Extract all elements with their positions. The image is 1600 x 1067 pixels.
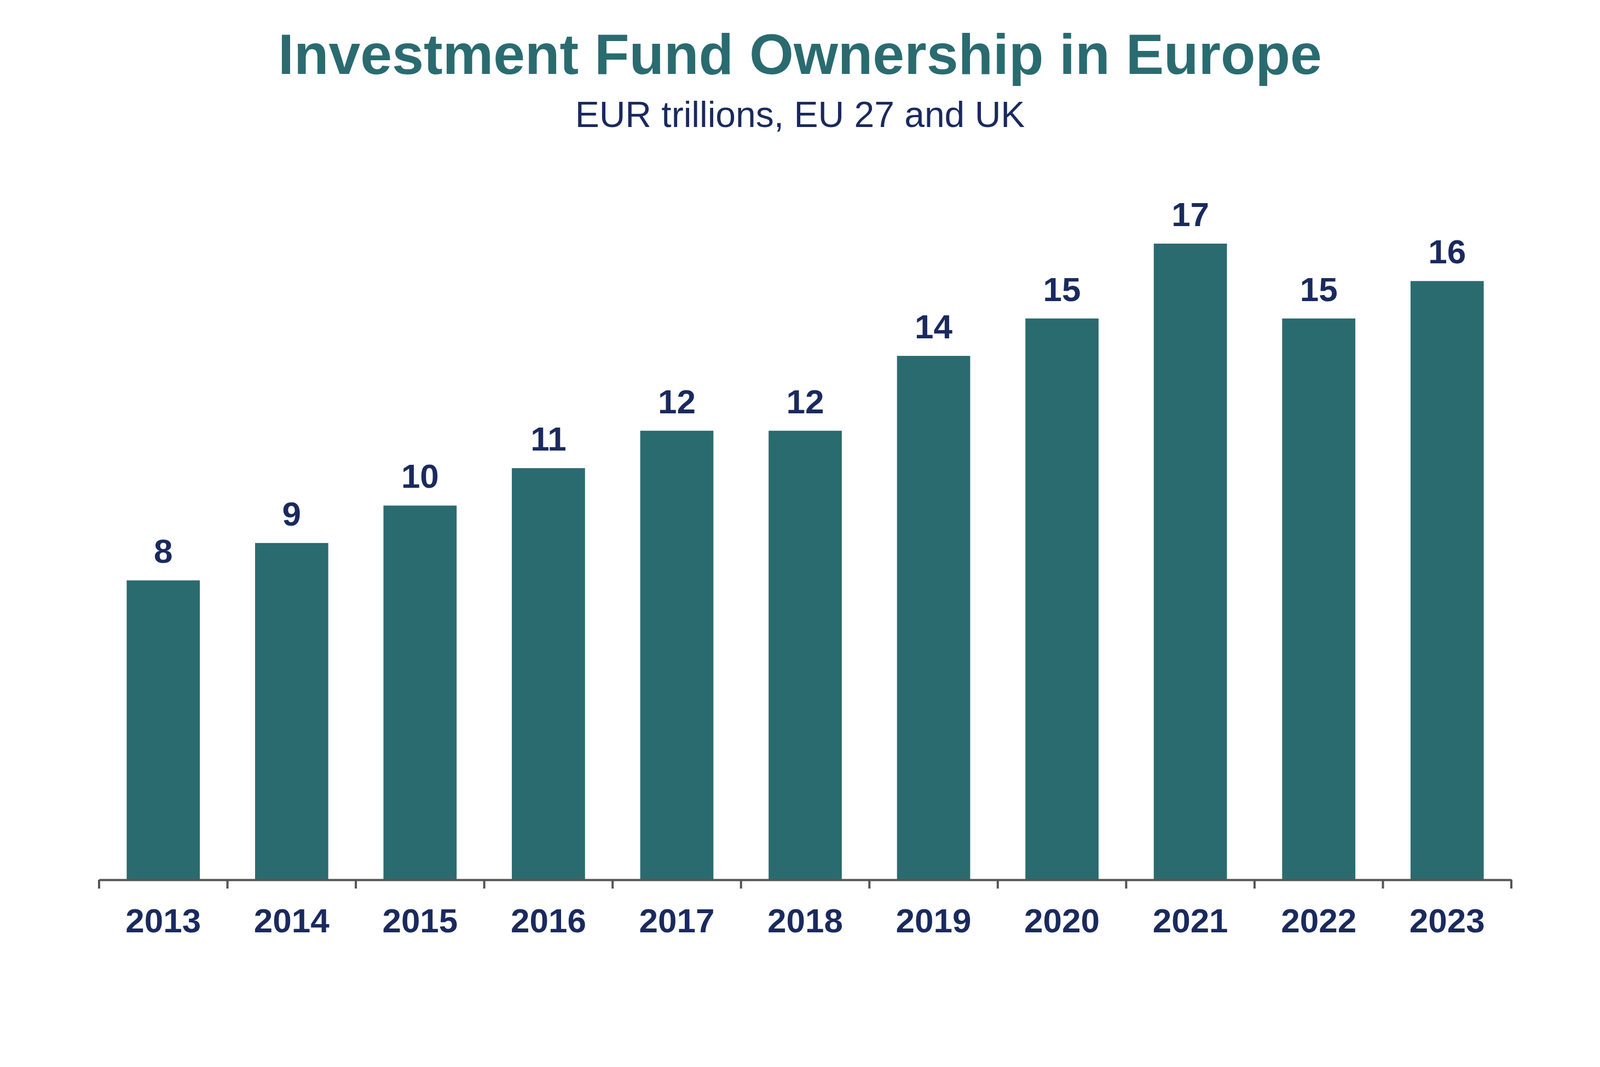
data-label: 8 <box>153 532 173 570</box>
tick: 2020 <box>1024 879 1100 940</box>
category-divider <box>611 879 614 889</box>
tick-label: 2017 <box>638 901 715 940</box>
data-label: 10 <box>401 457 440 495</box>
tick: 2022 <box>1280 879 1357 940</box>
tick-label: 2023 <box>1409 901 1486 940</box>
title: Investment Fund Ownership in Europe <box>278 22 1322 86</box>
bar <box>1281 318 1356 880</box>
bar <box>1025 318 1099 880</box>
bar <box>1153 243 1228 880</box>
category-dividers <box>99 879 1512 889</box>
bar <box>768 430 842 880</box>
category-divider <box>354 879 357 889</box>
tick-label: 2021 <box>1152 901 1229 940</box>
data-labels: 8 9 10 11 12 12 14 15 17 15 16 <box>153 195 1466 570</box>
bar <box>1410 280 1484 880</box>
category-divider <box>1510 879 1513 889</box>
category-divider <box>97 879 101 889</box>
bar <box>897 355 971 880</box>
bar <box>640 430 714 880</box>
tick-label: 2019 <box>896 901 972 940</box>
category-divider <box>1253 879 1256 889</box>
tick: 2021 <box>1152 879 1229 940</box>
tick-label: 2013 <box>125 901 201 940</box>
bar <box>383 505 458 880</box>
data-label: 9 <box>282 494 302 533</box>
bars <box>126 243 1484 880</box>
subtitle: EUR trillions, EU 27 and UK <box>575 94 1026 135</box>
tick: 2019 <box>896 879 972 940</box>
tick-label: 2018 <box>767 901 843 940</box>
bar <box>255 543 329 880</box>
tick: 2013 <box>125 879 201 940</box>
tick: 2018 <box>767 879 843 940</box>
data-label: 14 <box>914 307 953 346</box>
bar <box>511 468 586 880</box>
data-label: 12 <box>786 382 825 421</box>
tick-label: 2020 <box>1024 901 1100 940</box>
chart: Investment Fund Ownership in Europe EUR t… <box>0 0 1600 1067</box>
category-divider <box>740 879 743 889</box>
bar <box>126 580 200 880</box>
tick-label: 2016 <box>510 901 587 940</box>
category-divider <box>1124 879 1128 889</box>
category-divider <box>868 879 871 889</box>
data-label: 11 <box>530 419 567 458</box>
data-label: 16 <box>1428 232 1466 271</box>
tick-label: 2015 <box>382 901 458 940</box>
axis-line <box>99 879 1512 882</box>
tick: 2014 <box>253 879 330 940</box>
category-divider <box>483 879 486 889</box>
category-divider <box>226 879 229 889</box>
tick: 2023 <box>1409 879 1486 940</box>
category-divider <box>1381 879 1384 889</box>
data-label: 17 <box>1171 195 1210 234</box>
data-label: 15 <box>1043 270 1082 309</box>
tick: 2015 <box>382 879 458 940</box>
x-axis: 2013 2014 2015 2016 2017 2018 2019 2020 2021 2022… <box>99 879 1512 940</box>
tick: 2017 <box>638 879 715 940</box>
tick: 2016 <box>510 879 587 940</box>
tick-label: 2022 <box>1280 901 1357 940</box>
data-label: 15 <box>1300 270 1338 309</box>
data-label: 12 <box>657 382 696 421</box>
tick-label: 2014 <box>253 901 330 940</box>
category-divider <box>996 879 999 889</box>
